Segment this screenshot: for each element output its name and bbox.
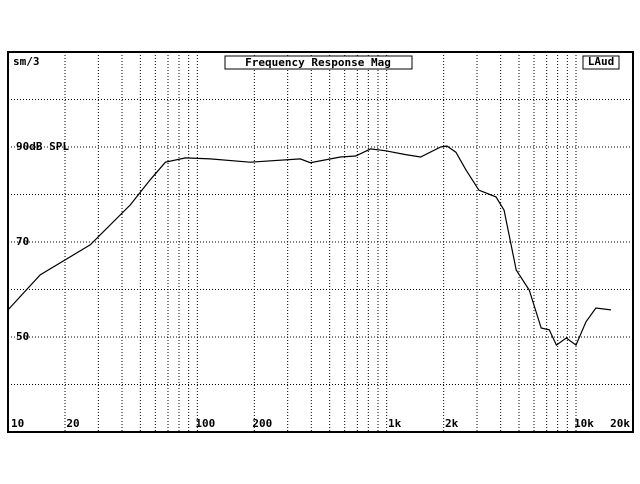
x-tick-label: 20k (610, 417, 630, 430)
corner-label: LAud (588, 55, 615, 68)
chart-title: Frequency Response Mag (245, 56, 391, 69)
x-tick-label: 1k (388, 417, 402, 430)
x-tick-label: 10 (11, 417, 24, 430)
x-tick-label: 200 (252, 417, 272, 430)
x-tick-label: 2k (445, 417, 459, 430)
x-tick-label: 20 (66, 417, 79, 430)
y-tick-label: 90dB SPL (16, 140, 69, 153)
y-tick-label: 50 (16, 330, 29, 343)
x-tick-label: 100 (195, 417, 215, 430)
corner-box (582, 55, 620, 70)
corner-label: sm/3 (13, 55, 40, 68)
title-box (224, 55, 413, 70)
grid (8, 52, 633, 432)
x-tick-label: 10k (574, 417, 594, 430)
response-curve (7, 145, 611, 347)
y-tick-label: 70 (16, 235, 29, 248)
